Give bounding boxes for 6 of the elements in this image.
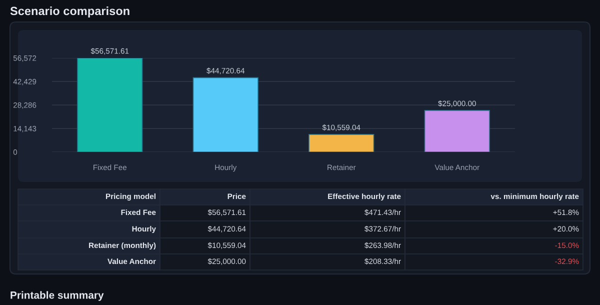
bar [424,110,490,152]
text: Printable summary [10,291,104,301]
bar [308,134,374,152]
chart-title: Scenario comparison [10,6,130,18]
bar [192,77,258,152]
bar [77,58,143,152]
